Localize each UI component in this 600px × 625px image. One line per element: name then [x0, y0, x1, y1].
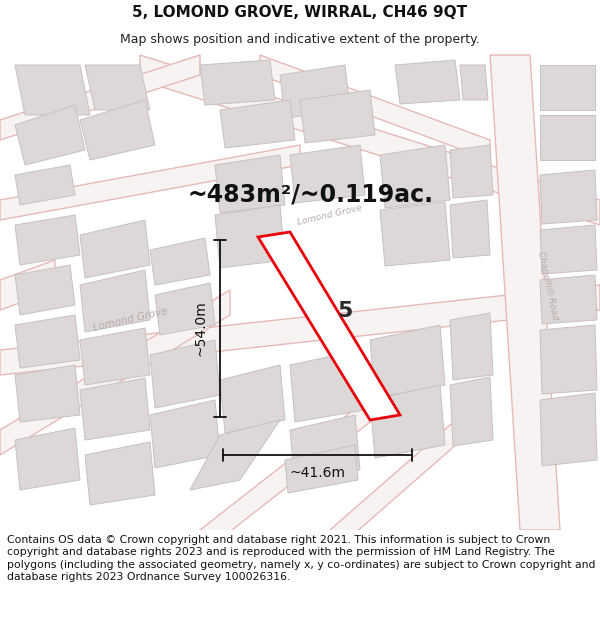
Polygon shape	[150, 340, 220, 408]
Polygon shape	[80, 100, 155, 160]
Text: 5: 5	[337, 301, 352, 321]
Polygon shape	[0, 55, 200, 140]
Polygon shape	[300, 90, 375, 143]
Text: ~41.6m: ~41.6m	[290, 466, 346, 480]
Polygon shape	[380, 145, 450, 208]
Polygon shape	[395, 60, 460, 104]
Polygon shape	[280, 65, 350, 118]
Polygon shape	[85, 65, 150, 110]
Polygon shape	[200, 60, 275, 105]
Polygon shape	[290, 350, 365, 422]
Polygon shape	[330, 390, 490, 555]
Polygon shape	[450, 145, 493, 198]
Text: ~483m²/~0.119ac.: ~483m²/~0.119ac.	[187, 183, 433, 207]
Polygon shape	[540, 65, 595, 110]
Polygon shape	[15, 215, 80, 265]
Polygon shape	[15, 65, 90, 115]
Polygon shape	[285, 445, 358, 493]
Polygon shape	[450, 200, 490, 258]
Polygon shape	[190, 420, 280, 490]
Polygon shape	[15, 265, 75, 315]
Polygon shape	[260, 55, 490, 160]
Polygon shape	[220, 100, 295, 148]
Polygon shape	[15, 105, 85, 165]
Polygon shape	[80, 270, 150, 332]
Polygon shape	[540, 225, 597, 274]
Polygon shape	[155, 283, 215, 335]
Polygon shape	[540, 115, 595, 160]
Polygon shape	[80, 378, 150, 440]
Polygon shape	[0, 260, 55, 310]
Polygon shape	[150, 238, 210, 285]
Text: Chapelhill Road: Chapelhill Road	[536, 249, 560, 321]
Polygon shape	[370, 385, 445, 458]
Polygon shape	[450, 377, 493, 446]
Polygon shape	[290, 145, 365, 203]
Polygon shape	[15, 365, 80, 422]
Polygon shape	[540, 170, 597, 224]
Polygon shape	[460, 65, 488, 100]
Text: Lomond Grove: Lomond Grove	[297, 203, 363, 227]
Polygon shape	[450, 313, 493, 380]
Polygon shape	[85, 442, 155, 505]
Polygon shape	[150, 400, 220, 468]
Polygon shape	[140, 55, 600, 225]
Polygon shape	[258, 232, 400, 420]
Polygon shape	[215, 155, 285, 213]
Polygon shape	[15, 165, 75, 205]
Polygon shape	[215, 205, 285, 268]
Polygon shape	[290, 415, 360, 483]
Polygon shape	[540, 325, 597, 394]
Polygon shape	[200, 350, 430, 555]
Polygon shape	[220, 365, 285, 433]
Text: ~54.0m: ~54.0m	[193, 301, 207, 356]
Polygon shape	[0, 290, 230, 455]
Polygon shape	[80, 220, 150, 278]
Polygon shape	[80, 328, 150, 385]
Text: Contains OS data © Crown copyright and database right 2021. This information is : Contains OS data © Crown copyright and d…	[7, 535, 596, 582]
Polygon shape	[0, 145, 300, 220]
Polygon shape	[490, 55, 560, 530]
Text: Lomond Grove: Lomond Grove	[92, 306, 168, 334]
Polygon shape	[540, 275, 597, 324]
Text: Map shows position and indicative extent of the property.: Map shows position and indicative extent…	[120, 32, 480, 46]
Polygon shape	[540, 393, 597, 466]
Text: 5, LOMOND GROVE, WIRRAL, CH46 9QT: 5, LOMOND GROVE, WIRRAL, CH46 9QT	[133, 5, 467, 20]
Polygon shape	[0, 285, 600, 375]
Polygon shape	[15, 315, 80, 368]
Polygon shape	[370, 325, 445, 398]
Polygon shape	[380, 202, 450, 266]
Polygon shape	[15, 428, 80, 490]
